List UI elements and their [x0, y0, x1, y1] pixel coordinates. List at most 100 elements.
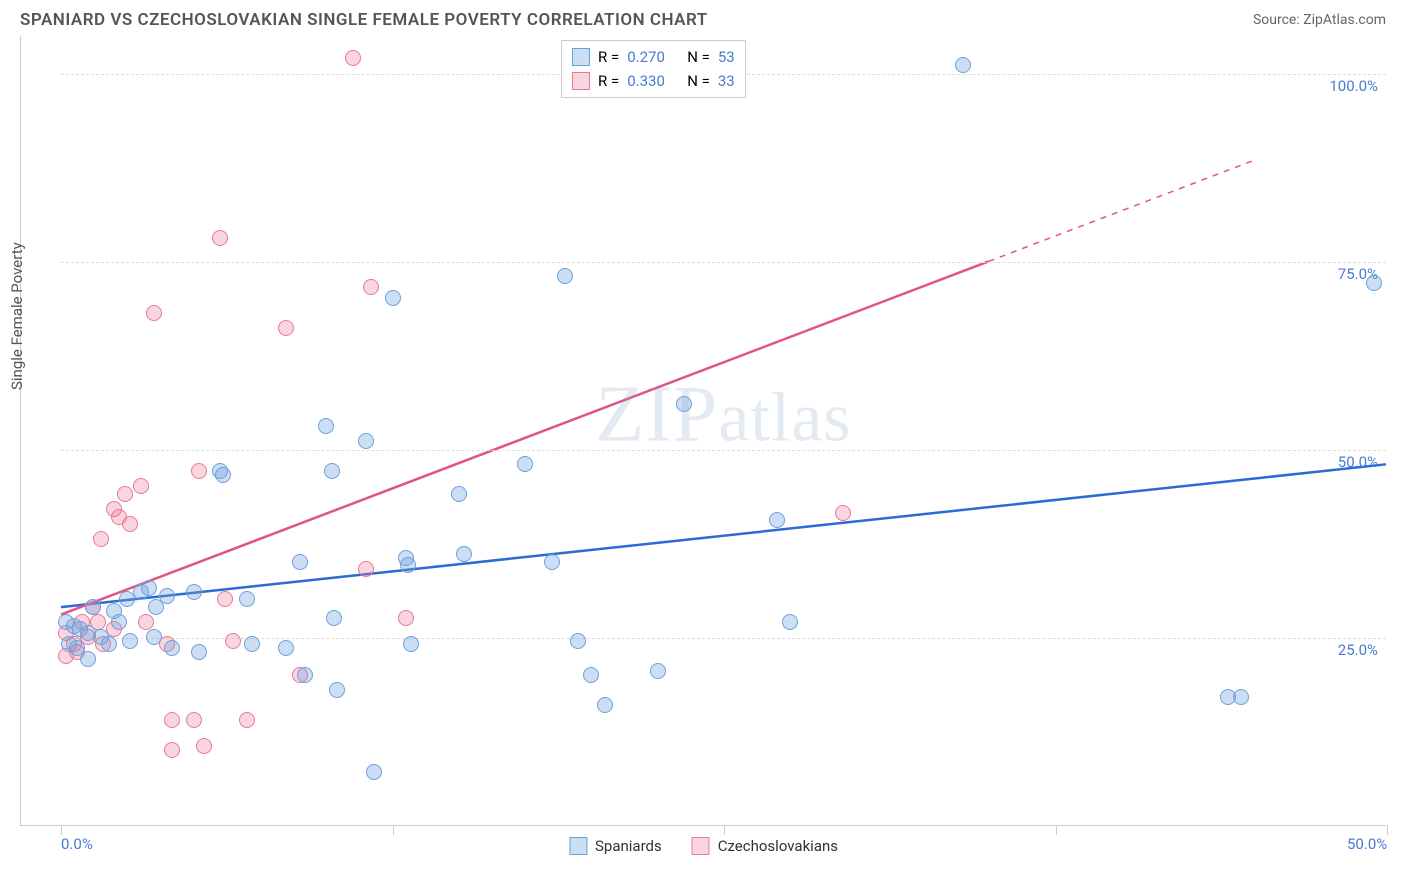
y-tick-label: 50.0% — [1338, 453, 1378, 471]
data-point-spaniard — [111, 614, 127, 630]
data-point-czech — [117, 486, 133, 502]
source-value: ZipAtlas.com — [1303, 12, 1386, 28]
data-point-czech — [278, 320, 294, 336]
gridline-h — [61, 638, 1386, 639]
data-point-spaniard — [164, 640, 180, 656]
data-point-czech — [345, 50, 361, 66]
plot-area: ZIPatlas 25.0%50.0%75.0%100.0% — [61, 36, 1386, 825]
data-point-spaniard — [769, 512, 785, 528]
legend-label-czech: Czechoslovakians — [718, 837, 838, 855]
y-tick-label: 25.0% — [1338, 641, 1378, 659]
data-point-spaniard — [570, 633, 586, 649]
y-tick-label: 100.0% — [1329, 77, 1378, 95]
data-point-spaniard — [358, 433, 374, 449]
n-value-czech: 33 — [718, 69, 735, 93]
source-label: Source: — [1253, 12, 1303, 28]
data-point-czech — [164, 742, 180, 758]
n-value-spaniards: 53 — [718, 45, 735, 69]
data-point-spaniard — [650, 663, 666, 679]
data-point-spaniard — [292, 554, 308, 570]
data-point-spaniard — [955, 57, 971, 73]
data-point-czech — [164, 712, 180, 728]
data-point-czech — [225, 633, 241, 649]
legend-label-spaniards: Spaniards — [595, 837, 662, 855]
series-legend: Spaniards Czechoslovakians — [569, 837, 838, 855]
data-point-czech — [146, 305, 162, 321]
data-point-spaniard — [517, 456, 533, 472]
chart-title: SPANIARD VS CZECHOSLOVAKIAN SINGLE FEMAL… — [20, 10, 708, 30]
data-point-spaniard — [451, 486, 467, 502]
data-point-czech — [122, 516, 138, 532]
swatch-spaniards-bottom — [569, 837, 587, 855]
chart-area: Single Female Poverty ZIPatlas 25.0%50.0… — [20, 36, 1386, 826]
data-point-czech — [196, 738, 212, 754]
legend-row-spaniards: R = 0.270 N = 53 — [572, 45, 735, 69]
data-point-spaniard — [297, 667, 313, 683]
data-point-czech — [398, 610, 414, 626]
data-point-spaniard — [318, 418, 334, 434]
r-label: R = — [598, 69, 619, 93]
x-tick — [393, 825, 394, 835]
data-point-czech — [239, 712, 255, 728]
data-point-spaniard — [141, 580, 157, 596]
x-tick — [1387, 825, 1388, 835]
source-attribution: Source: ZipAtlas.com — [1253, 12, 1386, 28]
data-point-czech — [138, 614, 154, 630]
data-point-spaniard — [324, 463, 340, 479]
data-point-spaniard — [80, 651, 96, 667]
trendline-spaniards — [61, 464, 1386, 607]
data-point-spaniard — [244, 636, 260, 652]
data-point-spaniard — [278, 640, 294, 656]
n-label: N = — [687, 45, 710, 69]
data-point-spaniard — [186, 584, 202, 600]
data-point-spaniard — [544, 554, 560, 570]
data-point-spaniard — [1366, 275, 1382, 291]
data-point-czech — [212, 230, 228, 246]
data-point-spaniard — [456, 546, 472, 562]
data-point-czech — [186, 712, 202, 728]
legend-row-czech: R = 0.330 N = 33 — [572, 69, 735, 93]
data-point-spaniard — [366, 764, 382, 780]
n-label: N = — [687, 69, 710, 93]
data-point-spaniard — [676, 396, 692, 412]
y-axis-title: Single Female Poverty — [8, 242, 26, 390]
data-point-spaniard — [159, 588, 175, 604]
r-value-spaniards: 0.270 — [627, 45, 679, 69]
legend-item-spaniards: Spaniards — [569, 837, 662, 855]
data-point-spaniard — [557, 268, 573, 284]
trendline-czech-solid — [61, 261, 989, 614]
gridline-h — [61, 450, 1386, 451]
data-point-spaniard — [583, 667, 599, 683]
x-tick — [724, 825, 725, 835]
data-point-spaniard — [122, 633, 138, 649]
data-point-spaniard — [782, 614, 798, 630]
swatch-czech — [572, 72, 590, 90]
x-tick — [61, 825, 62, 835]
data-point-spaniard — [146, 629, 162, 645]
data-point-czech — [93, 531, 109, 547]
swatch-spaniards — [572, 48, 590, 66]
data-point-czech — [191, 463, 207, 479]
x-tick — [1056, 825, 1057, 835]
data-point-spaniard — [215, 467, 231, 483]
data-point-czech — [363, 279, 379, 295]
data-point-czech — [358, 561, 374, 577]
swatch-czech-bottom — [692, 837, 710, 855]
data-point-spaniard — [597, 697, 613, 713]
r-value-czech: 0.330 — [627, 69, 679, 93]
data-point-spaniard — [326, 610, 342, 626]
data-point-spaniard — [191, 644, 207, 660]
data-point-czech — [133, 478, 149, 494]
x-tick-label: 0.0% — [61, 835, 93, 853]
data-point-spaniard — [329, 682, 345, 698]
data-point-czech — [217, 591, 233, 607]
data-point-spaniard — [1233, 689, 1249, 705]
data-point-spaniard — [403, 636, 419, 652]
data-point-spaniard — [400, 557, 416, 573]
data-point-czech — [835, 505, 851, 521]
r-label: R = — [598, 45, 619, 69]
trend-lines-svg — [61, 36, 1386, 825]
correlation-legend: R = 0.270 N = 53 R = 0.330 N = 33 — [561, 40, 746, 98]
data-point-spaniard — [93, 629, 109, 645]
gridline-h — [61, 262, 1386, 263]
